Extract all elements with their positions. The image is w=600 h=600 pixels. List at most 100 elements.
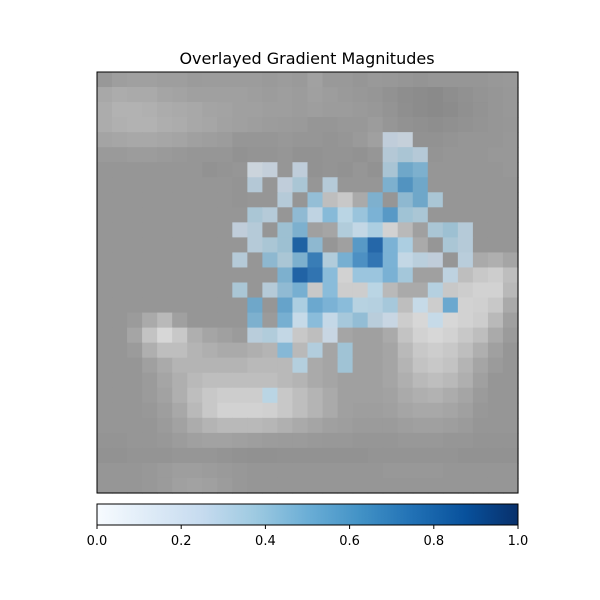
heatmap-cell bbox=[307, 477, 324, 494]
heatmap-cell bbox=[247, 297, 263, 314]
heatmap-cell bbox=[337, 432, 354, 449]
heatmap-cell bbox=[382, 162, 399, 178]
heatmap-cell bbox=[367, 147, 384, 163]
heatmap-cell bbox=[127, 222, 143, 238]
heatmap-cell bbox=[277, 477, 294, 494]
heatmap-cell bbox=[292, 237, 309, 254]
heatmap-cell bbox=[472, 477, 489, 494]
heatmap-cell bbox=[292, 117, 309, 133]
heatmap-cell bbox=[337, 267, 354, 284]
heatmap-cell bbox=[472, 372, 489, 389]
heatmap-cell bbox=[442, 147, 459, 163]
heatmap-cell bbox=[217, 192, 233, 208]
heatmap-cell bbox=[412, 327, 429, 344]
heatmap-cell bbox=[232, 327, 248, 344]
heatmap-cell bbox=[427, 102, 444, 118]
heatmap-cell bbox=[187, 372, 203, 389]
heatmap-cell bbox=[127, 432, 143, 449]
heatmap-cell bbox=[442, 192, 459, 208]
heatmap-cell bbox=[412, 372, 429, 389]
heatmap-cell bbox=[217, 447, 233, 464]
heatmap-cell bbox=[202, 462, 218, 479]
heatmap-cell bbox=[217, 102, 233, 118]
heatmap-cell bbox=[127, 282, 143, 299]
heatmap-cell bbox=[502, 147, 519, 163]
heatmap-cell bbox=[217, 177, 233, 193]
heatmap-cell bbox=[502, 372, 519, 389]
heatmap-cell bbox=[367, 267, 384, 284]
heatmap-cell bbox=[352, 417, 369, 434]
heatmap-cell bbox=[292, 372, 309, 389]
heatmap-cell bbox=[202, 132, 218, 148]
heatmap-cell bbox=[112, 387, 128, 404]
heatmap-cell bbox=[277, 402, 294, 419]
heatmap-cell bbox=[247, 282, 263, 299]
heatmap-cell bbox=[397, 237, 414, 254]
heatmap-cell bbox=[322, 252, 339, 269]
heatmap-cell bbox=[412, 297, 429, 314]
heatmap-cell bbox=[157, 72, 173, 88]
heatmap-cell bbox=[352, 132, 369, 148]
heatmap-cell bbox=[157, 372, 173, 389]
heatmap-cell bbox=[307, 177, 324, 193]
heatmap-cell bbox=[217, 252, 233, 269]
heatmap-cell bbox=[337, 162, 354, 178]
heatmap-cell bbox=[457, 207, 474, 223]
heatmap-cell bbox=[232, 342, 248, 359]
heatmap-cell bbox=[247, 117, 263, 133]
heatmap-cell bbox=[247, 432, 263, 449]
heatmap-cell bbox=[412, 462, 429, 479]
heatmap-cell bbox=[262, 237, 279, 254]
heatmap-cell bbox=[307, 327, 324, 344]
heatmap-cell bbox=[172, 252, 188, 269]
heatmap-cell bbox=[247, 447, 263, 464]
heatmap-cell bbox=[412, 147, 429, 163]
heatmap-cell bbox=[367, 327, 384, 344]
heatmap-cell bbox=[157, 387, 173, 404]
heatmap-cell bbox=[337, 462, 354, 479]
heatmap-cell bbox=[217, 222, 233, 238]
heatmap-cell bbox=[322, 102, 339, 118]
heatmap-cell bbox=[352, 447, 369, 464]
heatmap-cell bbox=[337, 252, 354, 269]
heatmap-cell bbox=[187, 192, 203, 208]
heatmap-cell bbox=[277, 432, 294, 449]
heatmap-cell bbox=[262, 207, 279, 223]
heatmap-cell bbox=[112, 282, 128, 299]
heatmap-cell bbox=[322, 402, 339, 419]
heatmap-cell bbox=[352, 282, 369, 299]
heatmap-cell bbox=[427, 87, 444, 103]
heatmap-cell bbox=[442, 372, 459, 389]
heatmap-cell bbox=[307, 462, 324, 479]
heatmap-cell bbox=[307, 432, 324, 449]
heatmap-cell bbox=[472, 192, 489, 208]
heatmap-cell bbox=[412, 177, 429, 193]
heatmap-cell bbox=[232, 117, 248, 133]
heatmap-cell bbox=[157, 192, 173, 208]
heatmap-cell bbox=[202, 387, 218, 404]
heatmap-cell bbox=[307, 102, 324, 118]
heatmap-cell bbox=[502, 267, 519, 284]
heatmap-cell bbox=[502, 387, 519, 404]
heatmap-cell bbox=[472, 117, 489, 133]
heatmap-cell bbox=[187, 87, 203, 103]
heatmap-cell bbox=[112, 372, 128, 389]
heatmap-cell bbox=[352, 432, 369, 449]
heatmap-cell bbox=[337, 387, 354, 404]
heatmap-cell bbox=[292, 327, 309, 344]
heatmap-cell bbox=[187, 327, 203, 344]
heatmap-cell bbox=[412, 222, 429, 238]
heatmap-cell bbox=[97, 207, 113, 223]
heatmap-cell bbox=[232, 387, 248, 404]
heatmap-cell bbox=[157, 447, 173, 464]
heatmap-cell bbox=[457, 87, 474, 103]
heatmap-cell bbox=[187, 387, 203, 404]
heatmap-cell bbox=[232, 222, 248, 238]
heatmap-cell bbox=[397, 87, 414, 103]
heatmap-cell bbox=[217, 462, 233, 479]
heatmap-cell bbox=[442, 447, 459, 464]
heatmap-cell bbox=[292, 207, 309, 223]
heatmap-cell bbox=[322, 72, 339, 88]
heatmap-cell bbox=[232, 447, 248, 464]
heatmap-cell bbox=[382, 327, 399, 344]
